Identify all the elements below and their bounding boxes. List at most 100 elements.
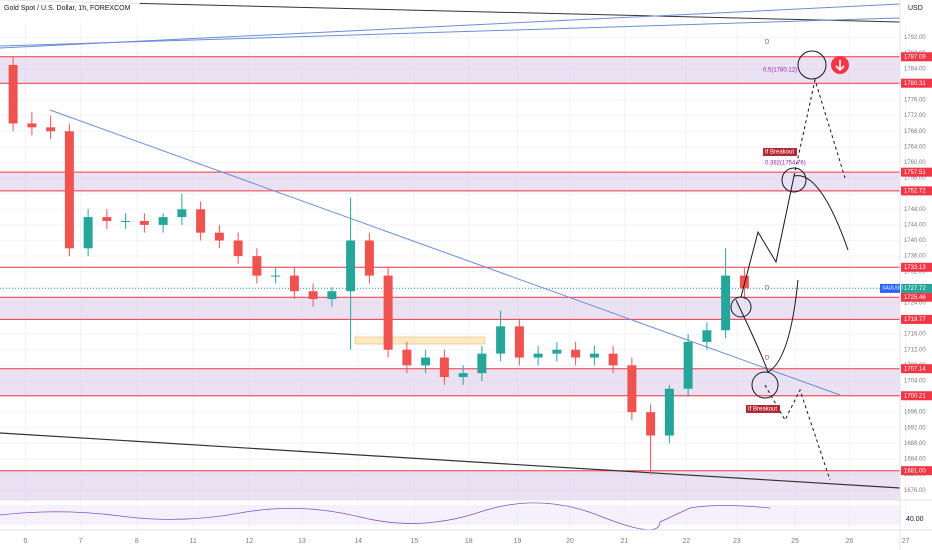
y-tick-label: 1740.00 [904,238,926,244]
x-tick-label: 15 [410,538,418,545]
candle-body [64,131,74,249]
candle-body [177,209,187,218]
candle-body [121,220,131,222]
arrow-icon [835,60,845,72]
level-tag [901,466,932,476]
candle-body [46,127,56,132]
candle-body [721,275,731,331]
annotation-bg [746,405,780,413]
x-tick-label: 6 [23,538,27,545]
level-tag [901,78,932,88]
x-tick-label: 12 [245,538,253,545]
trendline [49,109,841,396]
trendline [0,432,901,489]
last-price-tag [901,283,932,293]
x-tick-label: 22 [682,538,690,545]
candle-body [664,388,674,436]
title-bg [0,0,140,14]
y-tick-label: 1764.00 [904,144,926,150]
y-tick-label: 1744.00 [904,222,926,228]
level-label: 1707.14 [904,366,926,372]
trendline [0,17,901,47]
candle-body [702,330,712,342]
x-tick-label: 14 [354,538,362,545]
plot-background [0,0,900,550]
zone [0,470,900,500]
level-label: 1757.51 [904,170,926,176]
y-tick-label: 1760.00 [904,160,926,166]
candle-body [402,349,412,366]
zone [0,172,900,191]
level-tag [901,314,932,324]
y-tick-label: 1704.00 [904,379,926,385]
level-label: 1725.46 [904,295,926,301]
y-tick-label: 1784.00 [904,66,926,72]
candle-body [139,220,149,225]
level-tag [901,167,932,177]
zone [0,56,900,84]
level-tag [901,186,932,196]
level-tag [901,391,932,401]
level-label: 1719.77 [904,317,926,323]
x-tick-label: 19 [514,538,522,545]
candle-body [477,353,487,374]
level-label: 1700.21 [904,393,926,399]
y-tick-label: 1724.00 [904,300,926,306]
candle-body [327,291,337,300]
candle-body [289,275,299,292]
y-tick-label: 1696.00 [904,410,926,416]
y-tick-label: 1792.00 [904,35,926,41]
x-tick-label: 18 [465,538,473,545]
y-tick-label: 1732.00 [904,269,926,275]
candle-body [308,291,318,300]
annotation: 0.382(1754.76) [765,161,806,167]
rsi-line [0,502,771,531]
candle-body [571,349,581,358]
symbol-tag [880,283,900,293]
zone [0,368,900,396]
x-tick-label: 25 [791,538,799,545]
annotation: 0.5(1780.12) [763,68,797,74]
annotations: D 0.5(1780.12) If Breakout 0.382(1754.76) D D… [746,40,806,413]
y-tick-label: 1716.00 [904,332,926,338]
symbol-label: XAUUSD [882,286,903,292]
candle-body [102,217,112,221]
candle-body [514,326,524,358]
zones [0,56,900,500]
x-tick-label: 23 [733,538,741,545]
y-tick-label: 1772.00 [904,113,926,119]
candle-body [496,326,506,354]
candle-body [739,275,749,289]
y-tick-label: 1712.00 [904,347,926,353]
x-tick-label: 27 [902,538,910,545]
candle-body [158,217,168,225]
x-tick-label: 20 [566,538,574,545]
level-tag [901,52,932,62]
level-label: 1752.72 [904,188,926,194]
y-tick-label: 1776.00 [904,98,926,104]
x-tick-label: 21 [620,538,628,545]
trendline [0,3,901,49]
y-tick-label: 1688.00 [904,441,926,447]
grid [0,22,907,530]
annotation: D [765,286,770,292]
level-label: 1733.13 [904,265,926,271]
y-tick-label: 1684.00 [904,457,926,463]
level-tag [901,364,932,374]
level-label: 1787.09 [904,54,926,60]
x-tick-label: 8 [135,538,139,545]
candle-body [439,357,449,378]
candle-body [608,353,618,366]
candle-body [214,232,224,241]
trendline [0,0,901,23]
x-tick-label: 26 [845,538,853,545]
level-label: 1780.31 [904,81,926,87]
annotation: If Breakout [765,150,794,156]
candle-body [533,353,543,358]
candle-body [589,353,599,358]
y-tick-label: 1756.00 [904,176,926,182]
candle-body [552,349,562,354]
axes: 1676.001680.001684.001688.001692.001696.… [23,35,932,545]
